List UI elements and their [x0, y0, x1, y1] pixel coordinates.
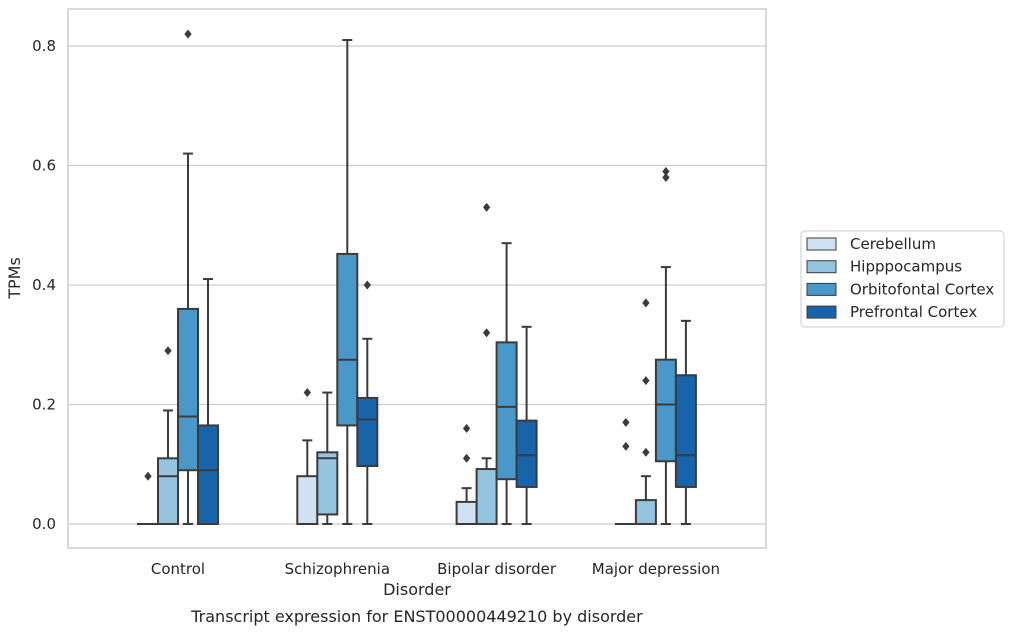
box-group	[455, 202, 538, 525]
box-group	[614, 166, 697, 526]
plot-frame	[67, 8, 767, 549]
box-body	[654, 358, 677, 463]
legend-label: Cerebellum	[850, 235, 936, 253]
outlier-point	[642, 447, 650, 457]
outlier-point	[144, 471, 152, 481]
y-tick-label: 0.2	[32, 396, 56, 414]
box-group	[296, 39, 379, 526]
box-item	[177, 29, 199, 525]
x-tick-label: Control	[151, 560, 205, 578]
box-body	[515, 419, 538, 488]
box-item	[614, 417, 637, 526]
box-groups	[137, 29, 697, 526]
y-axis-ticks: 0.0 0.2 0.4 0.6 0.8	[32, 37, 56, 533]
outlier-point	[462, 453, 471, 463]
box-body	[475, 468, 498, 525]
box-item	[356, 280, 379, 525]
legend-frame	[800, 230, 1005, 328]
y-tick-label: 0.4	[32, 276, 56, 294]
outlier-point	[622, 441, 630, 451]
legend-swatch	[806, 282, 837, 296]
y-tick-label: 0.8	[32, 37, 56, 55]
y-tick-label: 0.0	[32, 515, 56, 533]
outlier-point	[164, 346, 172, 356]
box-item	[157, 346, 179, 525]
box-body	[674, 374, 697, 488]
outlier-point	[662, 172, 670, 183]
outlier-point	[482, 202, 491, 212]
box-item	[336, 39, 359, 525]
legend-item: Prefrontal Cortex	[806, 303, 977, 321]
legend-swatch	[806, 260, 837, 274]
y-axis-title: TPMs	[5, 257, 24, 300]
outlier-point	[482, 328, 491, 338]
outlier-point	[363, 280, 372, 290]
x-axis-title: Disorder	[383, 580, 451, 599]
legend-item: Cerebellum	[806, 235, 936, 253]
box-body	[157, 457, 179, 525]
legend-item: Orbitofontal Cortex	[806, 280, 994, 298]
legend: Cerebellum Hipppocampus Orbitofontal Corte…	[800, 230, 1005, 328]
legend-swatch	[806, 305, 837, 319]
box-body	[495, 341, 518, 481]
legend-label: Orbitofontal Cortex	[850, 280, 994, 298]
legend-label: Prefrontal Cortex	[850, 303, 977, 321]
outlier-point	[462, 423, 471, 433]
box-body	[336, 252, 359, 427]
box-item	[316, 391, 339, 525]
legend-swatch	[806, 237, 837, 251]
box-body	[316, 451, 339, 516]
box-body	[296, 475, 319, 526]
box-item	[515, 325, 538, 525]
box-body	[356, 396, 379, 468]
outlier-point	[622, 417, 630, 428]
x-tick-label: Schizophrenia	[285, 560, 390, 578]
box-group	[137, 29, 219, 526]
box-item	[197, 278, 219, 526]
box-item	[674, 319, 697, 525]
box-body	[634, 499, 657, 526]
outlier-point	[303, 387, 312, 398]
outlier-point	[184, 29, 192, 39]
box-item	[475, 202, 498, 525]
box-item	[296, 387, 319, 526]
box-item	[654, 166, 677, 525]
x-tick-label: Major depression	[592, 560, 720, 578]
y-tick-label: 0.6	[32, 157, 56, 175]
legend-item: Hipppocampus	[806, 258, 962, 276]
box-item	[455, 423, 478, 525]
outlier-point	[662, 166, 670, 177]
box-body	[177, 307, 199, 472]
box-body	[197, 424, 219, 526]
x-tick-label: Bipolar disorder	[437, 560, 557, 578]
legend-label: Hipppocampus	[850, 258, 962, 276]
box-item	[495, 242, 518, 525]
outlier-point	[642, 376, 650, 386]
chart-caption: Transcript expression for ENST0000044921…	[190, 607, 643, 626]
box-body	[455, 500, 478, 525]
box-item	[634, 298, 657, 526]
box-item	[137, 471, 159, 526]
outlier-point	[642, 298, 650, 308]
x-axis-ticks: Control Schizophrenia Bipolar disorder Majo…	[151, 560, 720, 578]
